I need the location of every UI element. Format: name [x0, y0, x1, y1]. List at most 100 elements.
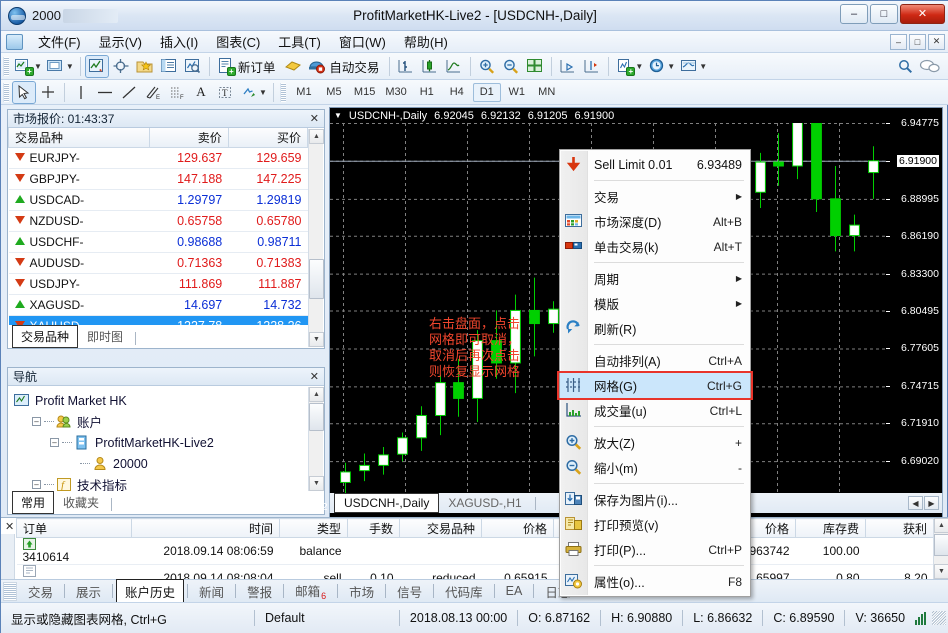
timeframe-m5[interactable]: M5: [326, 86, 342, 98]
tile-windows-icon[interactable]: [524, 56, 546, 77]
column-bid[interactable]: 卖价: [148, 128, 229, 148]
chart-tab-xagusd[interactable]: XAGUSD-,H1: [448, 496, 522, 510]
market-watch-row[interactable]: USDJPY- 111.869 111.887: [8, 273, 308, 295]
arrows-dropdown-icon[interactable]: ▼: [259, 87, 267, 97]
price-axis[interactable]: 6.94775 6.91900 6.88995 6.86190 6.83300 6.804…: [886, 117, 942, 504]
timeframe-m15[interactable]: M15: [353, 86, 376, 98]
market-watch-row[interactable]: EURJPY- 129.637 129.659: [8, 147, 308, 169]
column-profit[interactable]: 获利: [865, 518, 934, 538]
terminal-scroll-down-icon[interactable]: ▼: [934, 564, 948, 579]
column-order[interactable]: 订单: [16, 518, 132, 538]
column-lots[interactable]: 手数: [347, 518, 400, 538]
chart-tab-usdcnh[interactable]: USDCNH-,Daily: [334, 493, 440, 513]
indicators-dropdown-icon[interactable]: ▼: [635, 61, 644, 71]
tree-toggle-icon[interactable]: –: [32, 417, 41, 426]
candlestick-chart-icon[interactable]: [419, 56, 441, 77]
timeframe-mn[interactable]: MN: [538, 86, 556, 98]
terminal-tab-7[interactable]: 信号: [389, 580, 430, 603]
terminal-scroll-up-icon[interactable]: ▲: [934, 518, 948, 533]
resize-grip[interactable]: [932, 611, 946, 625]
search-icon[interactable]: [895, 56, 917, 77]
navigator-tree-item[interactable]: 20000: [14, 453, 308, 474]
maximize-button[interactable]: □: [870, 4, 898, 24]
context-menu-item-19[interactable]: 打印(P)... Ctrl+P: [560, 537, 750, 562]
navigator-scrollbar[interactable]: ▲ ▼: [308, 387, 324, 491]
column-ask[interactable]: 买价: [227, 128, 308, 148]
column-swap[interactable]: 库存费: [795, 518, 866, 538]
minimize-button[interactable]: –: [840, 4, 868, 24]
horizontal-line-icon[interactable]: [94, 82, 116, 103]
market-watch-scrollbar[interactable]: ▲ ▼: [308, 129, 324, 347]
context-menu-item-4[interactable]: 单击交易(k) Alt+T: [560, 234, 750, 259]
crosshair-icon[interactable]: [110, 56, 132, 77]
new-order-icon[interactable]: +: [215, 56, 237, 77]
tree-toggle-icon[interactable]: –: [50, 438, 59, 447]
chart-context-menu[interactable]: Sell Limit 0.01 6.93489 交易 ▶ 市场深度(D) Alt+B 单击交…: [557, 149, 753, 597]
context-menu-item-6[interactable]: 周期 ▶: [560, 266, 750, 291]
autotrading-label[interactable]: 自动交易: [329, 60, 380, 75]
navigator-close-icon[interactable]: ✕: [309, 371, 319, 383]
scroll-down-icon[interactable]: ▼: [309, 332, 324, 347]
navigator-icon[interactable]: [134, 56, 156, 77]
chart-menu-icon[interactable]: ▼: [334, 111, 342, 120]
terminal-tab-9[interactable]: EA: [498, 582, 531, 600]
menu-charts[interactable]: 图表(C): [216, 35, 261, 50]
scroll-up-icon[interactable]: ▲: [309, 129, 324, 144]
close-button[interactable]: ✕: [900, 4, 945, 24]
autotrading-icon[interactable]: [306, 56, 328, 77]
timeframe-clock-icon[interactable]: [646, 56, 668, 77]
scroll-thumb[interactable]: [309, 259, 324, 299]
trendline-icon[interactable]: [118, 82, 140, 103]
column-symbol[interactable]: 交易品种: [8, 128, 150, 148]
equidistant-channel-icon[interactable]: E: [142, 82, 164, 103]
terminal-tab-1[interactable]: 展示: [68, 580, 109, 603]
timeframe-w1[interactable]: W1: [508, 86, 525, 98]
nav-scroll-thumb[interactable]: [309, 403, 324, 431]
menu-file[interactable]: 文件(F): [38, 35, 81, 50]
column-symbol-term[interactable]: 交易品种: [399, 518, 482, 538]
new-order-label[interactable]: 新订单: [237, 60, 276, 75]
chat-icon[interactable]: [919, 56, 941, 77]
context-menu-item-14[interactable]: 放大(Z) +: [560, 430, 750, 455]
toolbar-grip[interactable]: [3, 56, 9, 76]
context-menu-item-10[interactable]: 自动排列(A) Ctrl+A: [560, 348, 750, 373]
crosshair-cursor-icon[interactable]: [37, 82, 59, 103]
column-price[interactable]: 价格: [481, 518, 554, 538]
context-menu-item-7[interactable]: 模版 ▶: [560, 291, 750, 316]
zoom-out-toolbar-icon[interactable]: [500, 56, 522, 77]
market-watch-row[interactable]: AUDUSD- 0.71363 0.71383: [8, 252, 308, 274]
context-menu-item-18[interactable]: 打印预览(v): [560, 512, 750, 537]
menu-view[interactable]: 显示(V): [98, 35, 142, 50]
templates-icon[interactable]: [678, 56, 700, 77]
fibonacci-icon[interactable]: F: [166, 82, 188, 103]
tab-favorites[interactable]: 收藏夹: [63, 496, 100, 510]
timeframe-h4[interactable]: H4: [449, 86, 464, 98]
strategy-tester-icon[interactable]: [182, 56, 204, 77]
timeframe-m1[interactable]: M1: [296, 86, 312, 98]
terminal-tabs-grip[interactable]: [3, 581, 17, 601]
navigator-tree-item[interactable]: – ProfitMarketHK-Live2: [14, 432, 308, 453]
profiles-icon[interactable]: [45, 56, 67, 77]
market-watch-row[interactable]: XAUUSD- 1227.781228.26: [8, 315, 308, 325]
text-icon[interactable]: A: [196, 84, 206, 99]
timeframe-m30[interactable]: M30: [385, 86, 407, 98]
mdi-close-button[interactable]: ✕: [928, 33, 945, 50]
vertical-line-icon[interactable]: [70, 82, 92, 103]
column-type[interactable]: 类型: [279, 518, 348, 538]
terminal-icon[interactable]: [158, 56, 180, 77]
navigator-tree-item[interactable]: – 账户: [14, 411, 308, 432]
market-watch-icon[interactable]: [84, 54, 109, 78]
auto-scroll-icon[interactable]: [581, 56, 603, 77]
bar-chart-icon[interactable]: [395, 56, 417, 77]
context-menu-item-2[interactable]: 交易 ▶: [560, 184, 750, 209]
terminal-tab-5[interactable]: 邮箱6: [287, 579, 334, 604]
timeframe-dropdown-icon[interactable]: ▼: [667, 61, 676, 71]
timeframe-d1[interactable]: D1: [472, 82, 501, 102]
terminal-tab-2[interactable]: 账户历史: [116, 578, 185, 604]
tab-common[interactable]: 常用: [12, 491, 55, 514]
context-menu-item-12[interactable]: 成交量(u) Ctrl+L: [560, 398, 750, 423]
timeframe-h1[interactable]: H1: [419, 86, 434, 98]
market-watch-row[interactable]: USDCHF- 0.98688 0.98711: [8, 231, 308, 253]
context-menu-item-17[interactable]: 保存为图片(i)...: [560, 487, 750, 512]
chart-shift-icon[interactable]: [557, 56, 579, 77]
